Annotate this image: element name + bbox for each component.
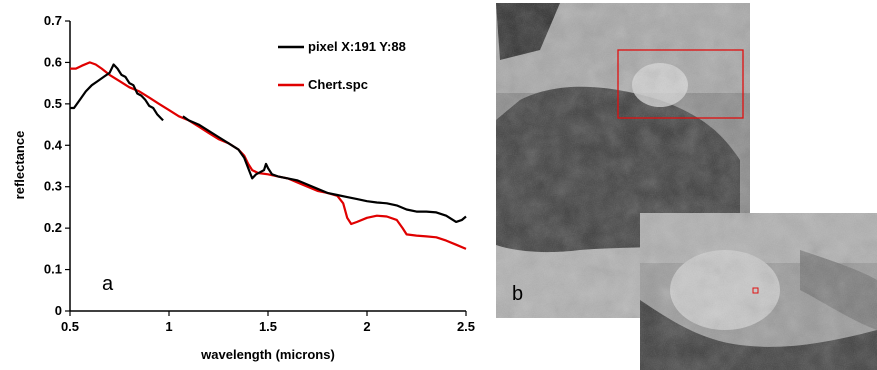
axis-ticks: 0 0.1 0.2 0.3 0.4 0.5 0.6 0.7 0.5 1 1.5 2 2.5 xyxy=(44,13,475,334)
legend: pixel X:191 Y:88 Chert.spc xyxy=(278,39,406,92)
series-line-pixel-seg0 xyxy=(70,63,164,122)
x-tick-label: 0.5 xyxy=(61,319,79,334)
y-tick-label: 0.6 xyxy=(44,54,62,69)
legend-label-pixel: pixel X:191 Y:88 xyxy=(308,39,406,54)
roi-box xyxy=(617,49,744,119)
x-tick-label: 2.5 xyxy=(457,319,475,334)
series-line-pixel-seg1 xyxy=(182,115,467,223)
series-layer xyxy=(70,61,467,250)
y-tick-label: 0.3 xyxy=(44,179,62,194)
image-panel-inset xyxy=(640,213,877,370)
image-panel-main xyxy=(496,3,750,318)
panel-label-b: b xyxy=(512,283,523,305)
x-axis-title: wavelength (microns) xyxy=(200,347,335,362)
inset-pixel-marker xyxy=(752,287,759,294)
y-tick-label: 0 xyxy=(55,303,62,318)
y-axis-title: reflectance xyxy=(12,131,27,200)
y-tick-label: 0.5 xyxy=(44,96,62,111)
y-tick-label: 0.2 xyxy=(44,220,62,235)
y-tick-label: 0.7 xyxy=(44,13,62,28)
series-line-chert-seg0 xyxy=(70,61,467,250)
x-tick-label: 2 xyxy=(363,319,370,334)
x-tick-label: 1 xyxy=(165,319,172,334)
x-tick-label: 1.5 xyxy=(259,319,277,334)
panel-label-a: a xyxy=(102,273,114,295)
y-tick-label: 0.1 xyxy=(44,262,62,277)
y-tick-label: 0.4 xyxy=(44,137,63,152)
legend-label-chert: Chert.spc xyxy=(308,77,368,92)
